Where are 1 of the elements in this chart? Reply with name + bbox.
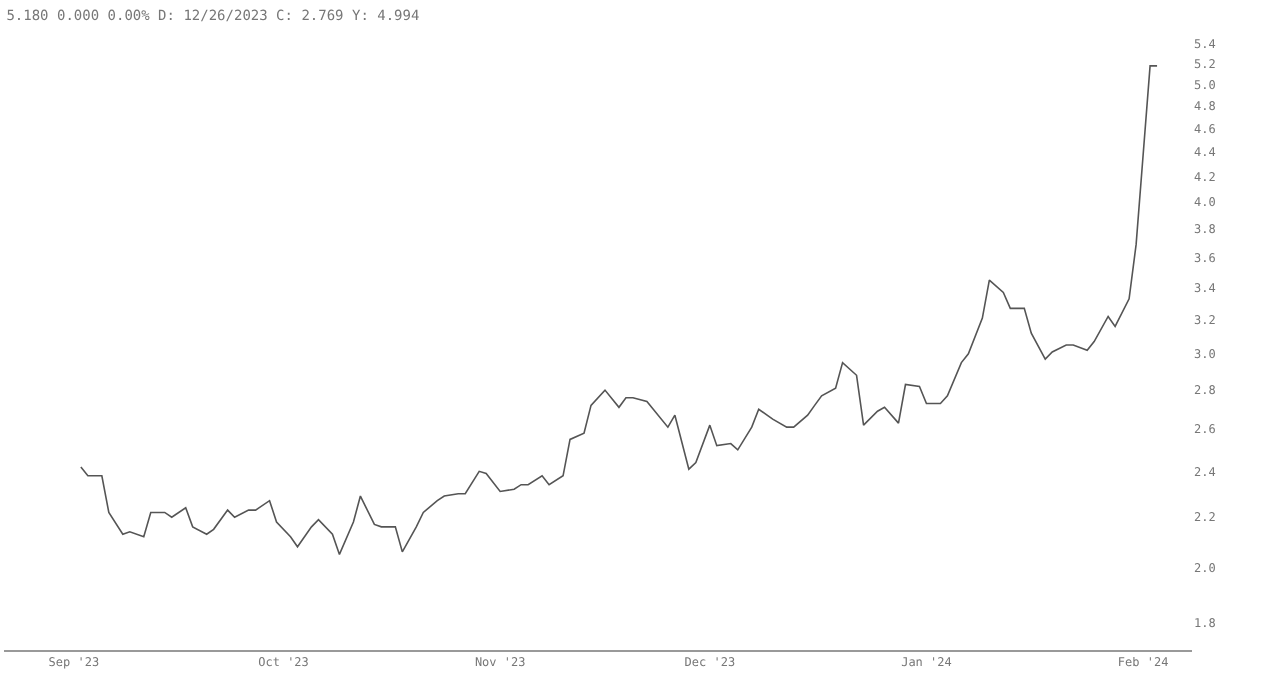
line-series (80, 65, 1158, 556)
